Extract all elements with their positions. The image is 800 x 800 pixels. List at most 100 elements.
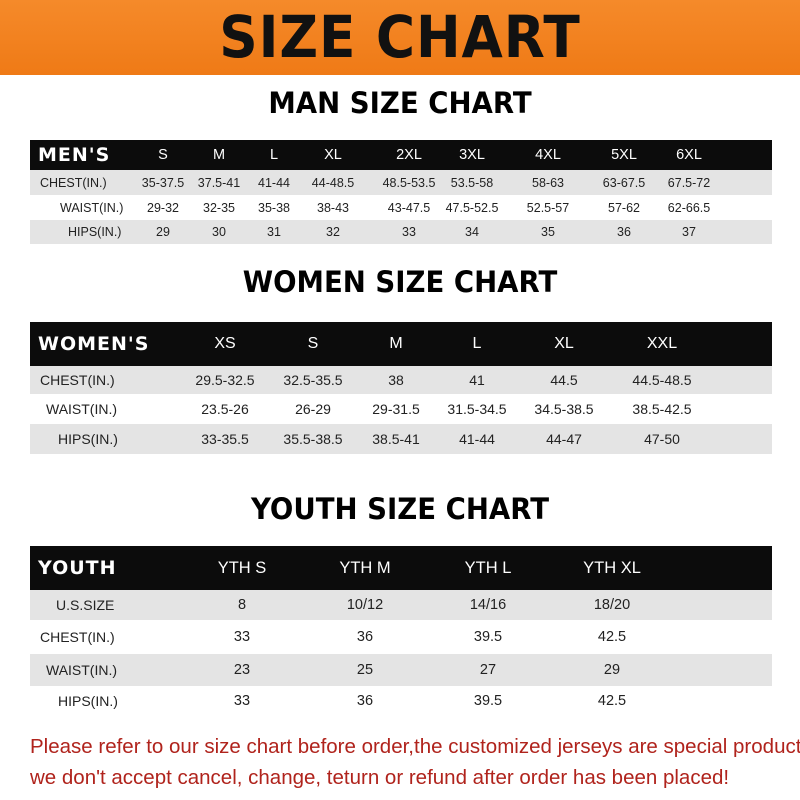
table-cell: 34.5-38.5 xyxy=(534,401,594,417)
table-cell: 63-67.5 xyxy=(602,175,646,190)
table-cell: 25 xyxy=(356,662,374,678)
table-cell: 39.5 xyxy=(473,629,503,645)
row-label: WAIST(IN.) xyxy=(46,662,118,678)
table-cell: 38 xyxy=(388,372,404,388)
table-row: HIPS(IN.) 29 30 31 32 33 34 35 36 37 xyxy=(30,220,772,244)
table-cell: 29.5-32.5 xyxy=(195,372,255,388)
size-header: 4XL xyxy=(535,147,561,163)
table-cell: 33-35.5 xyxy=(201,431,249,447)
table-cell: 47-50 xyxy=(644,431,680,447)
table-cell: 37.5-41 xyxy=(197,175,241,190)
size-header: YTH M xyxy=(339,558,391,577)
table-header-row: YOUTH YTH S YTH M YTH L YTH XL xyxy=(30,546,772,590)
table-row: WAIST(IN.) 29-32 32-35 35-38 38-43 43-47.5 47.… xyxy=(30,195,772,220)
table-cell: 29-32 xyxy=(147,200,179,215)
table-cell: 35-37.5 xyxy=(141,175,185,190)
table-cell: 35 xyxy=(541,225,555,239)
table-cell: 23 xyxy=(233,662,251,678)
row-label: U.S.SIZE xyxy=(56,597,115,613)
table-cell: 39.5 xyxy=(473,693,503,709)
table-cell: 52.5-57 xyxy=(526,200,570,215)
table-cell: 26-29 xyxy=(295,401,331,417)
table-cell: 33 xyxy=(402,225,416,239)
notice-line-1: Please refer to our size chart before or… xyxy=(30,735,800,758)
row-label: CHEST(IN.) xyxy=(40,629,115,645)
page-title: SIZE CHART xyxy=(219,3,581,71)
table-header-label: YOUTH xyxy=(38,557,117,579)
table-cell: 33 xyxy=(233,693,251,709)
size-header: 5XL xyxy=(611,147,637,163)
size-header: XL xyxy=(324,147,342,163)
table-row: CHEST(IN.) 33 36 39.5 42.5 xyxy=(30,620,772,654)
table-cell: 38.5-41 xyxy=(372,431,420,447)
size-header: XXL xyxy=(646,335,678,352)
row-label: CHEST(IN.) xyxy=(40,175,107,190)
row-label: WAIST(IN.) xyxy=(46,401,118,417)
table-cell: 37 xyxy=(682,225,696,239)
size-header: 6XL xyxy=(676,147,702,163)
table-row: HIPS(IN.) 33-35.5 35.5-38.5 38.5-41 41-44 44-… xyxy=(30,424,772,454)
table-cell: 31.5-34.5 xyxy=(447,401,507,417)
table-cell: 47.5-52.5 xyxy=(445,200,499,215)
size-header: S xyxy=(307,335,319,352)
row-label: HIPS(IN.) xyxy=(68,225,122,239)
table-cell: 38-43 xyxy=(317,200,349,215)
table-cell: 32-35 xyxy=(203,200,235,215)
table-cell: 57-62 xyxy=(608,200,640,215)
size-header: YTH S xyxy=(217,558,267,577)
table-cell: 44-47 xyxy=(546,431,582,447)
table-header-row: MEN'S S M L XL 2XL 3XL 4XL 5XL 6XL xyxy=(30,140,772,170)
table-cell: 36 xyxy=(617,225,631,239)
table-cell: 58-63 xyxy=(532,175,564,190)
table-cell: 35-38 xyxy=(258,200,290,215)
table-cell: 30 xyxy=(212,225,226,239)
table-cell: 62-66.5 xyxy=(667,200,711,215)
table-row: WAIST(IN.) 23.5-26 26-29 29-31.5 31.5-34.5 34… xyxy=(30,394,772,424)
table-cell: 18/20 xyxy=(593,597,631,613)
table-row: U.S.SIZE 8 10/12 14/16 18/20 xyxy=(30,590,772,620)
notice-line-2: we don't accept cancel, change, teturn o… xyxy=(30,766,730,789)
row-label: HIPS(IN.) xyxy=(58,693,118,709)
table-cell: 53.5-58 xyxy=(450,175,494,190)
table-cell: 44.5 xyxy=(550,372,578,388)
table-row: CHEST(IN.) 29.5-32.5 32.5-35.5 38 41 44.5 44.5… xyxy=(30,366,772,394)
table-cell: 44-48.5 xyxy=(311,175,355,190)
size-header: YTH XL xyxy=(583,558,641,577)
youth-section-title: YOUTH SIZE CHART xyxy=(250,492,550,526)
size-header: 3XL xyxy=(459,147,485,163)
table-cell: 10/12 xyxy=(346,597,384,613)
table-cell: 67.5-72 xyxy=(667,175,711,190)
size-header: XS xyxy=(214,335,236,352)
size-header: M xyxy=(212,147,226,163)
table-cell: 42.5 xyxy=(597,629,627,645)
table-cell: 14/16 xyxy=(469,597,507,613)
youth-size-table: YOUTH YTH S YTH M YTH L YTH XL U.S.SIZE 8 10/12… xyxy=(30,546,772,716)
table-cell: 38.5-42.5 xyxy=(632,401,692,417)
table-row: HIPS(IN.) 33 36 39.5 42.5 xyxy=(30,686,772,716)
table-cell: 34 xyxy=(465,225,479,239)
size-header: L xyxy=(269,147,279,163)
table-cell: 33 xyxy=(233,629,251,645)
table-cell: 36 xyxy=(356,629,374,645)
table-cell: 31 xyxy=(267,225,281,239)
table-cell: 41-44 xyxy=(258,175,290,190)
row-label: WAIST(IN.) xyxy=(60,200,124,215)
table-cell: 41-44 xyxy=(459,431,495,447)
table-cell: 32 xyxy=(326,225,340,239)
size-header: M xyxy=(389,335,403,352)
table-cell: 23.5-26 xyxy=(201,401,249,417)
table-row: CHEST(IN.) 35-37.5 37.5-41 41-44 44-48.5 48.5… xyxy=(30,170,772,195)
table-header-row: WOMEN'S XS S M L XL XXL xyxy=(30,322,772,366)
men-section-title: MAN SIZE CHART xyxy=(268,86,532,120)
row-label: HIPS(IN.) xyxy=(58,431,118,447)
table-cell: 29-31.5 xyxy=(372,401,420,417)
size-header: S xyxy=(158,147,168,163)
table-cell: 36 xyxy=(356,693,374,709)
table-cell: 29 xyxy=(603,662,621,678)
women-size-table: WOMEN'S XS S M L XL XXL CHEST(IN.) 29.5-32.5 32.5… xyxy=(30,322,772,454)
size-header: XL xyxy=(554,335,574,352)
table-row: WAIST(IN.) 23 25 27 29 xyxy=(30,654,772,686)
size-header: 2XL xyxy=(396,147,422,163)
table-header-label: MEN'S xyxy=(38,144,111,166)
table-cell: 43-47.5 xyxy=(387,200,431,215)
